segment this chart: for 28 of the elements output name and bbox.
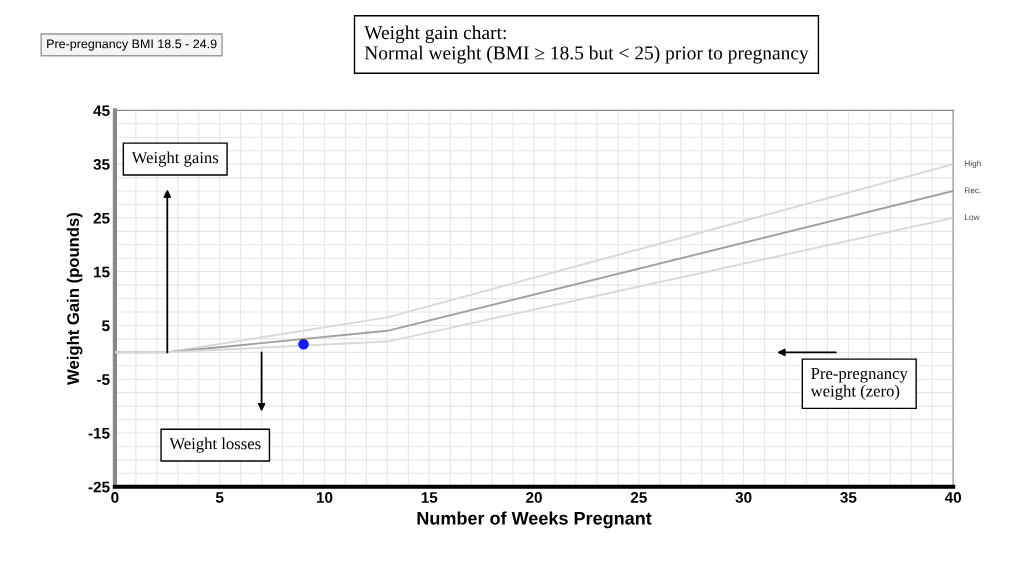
x-tick-label: 20 — [526, 492, 542, 503]
chart-title: Weight gain chart: — [364, 25, 506, 44]
x-axis-title: Number of Weeks Pregnant — [417, 511, 652, 529]
y-tick-label: 45 — [93, 105, 110, 117]
y-tick-label: -25 — [88, 481, 110, 493]
y-tick-label: 15 — [94, 266, 110, 278]
annotation: Weight gains — [131, 151, 219, 167]
series-label: Low — [964, 214, 980, 221]
series-label: High — [964, 160, 981, 169]
x-tick-label: 10 — [316, 492, 333, 503]
x-tick-label: 0 — [111, 492, 119, 503]
x-tick-label: 15 — [421, 492, 438, 503]
x-tick-label: 35 — [840, 492, 857, 503]
series-label: Rec. — [964, 187, 981, 194]
x-tick-label: 25 — [630, 492, 647, 503]
text: Pre-pregnancy BMI 18.5 - 24.9 — [47, 39, 217, 51]
y-tick-label: 35 — [93, 159, 110, 170]
y-tick-label: -5 — [97, 374, 110, 385]
chart-subtitle: Normal weight (BMI ≥ 18.5 but < 25) prior to pregnancy — [364, 45, 809, 64]
y-tick-label: 5 — [102, 320, 110, 332]
x-tick-label: 40 — [944, 492, 962, 503]
y-tick-label: 25 — [93, 212, 110, 224]
annotation: Weight losses — [169, 437, 261, 453]
y-tick-label: -15 — [88, 428, 110, 439]
x-tick-label: 5 — [215, 492, 224, 503]
y-axis-title: Weight Gain (pounds) — [66, 212, 83, 385]
annotation: Pre-pregnancy weight (zero) — [810, 368, 908, 401]
x-tick-label: 30 — [735, 492, 752, 503]
